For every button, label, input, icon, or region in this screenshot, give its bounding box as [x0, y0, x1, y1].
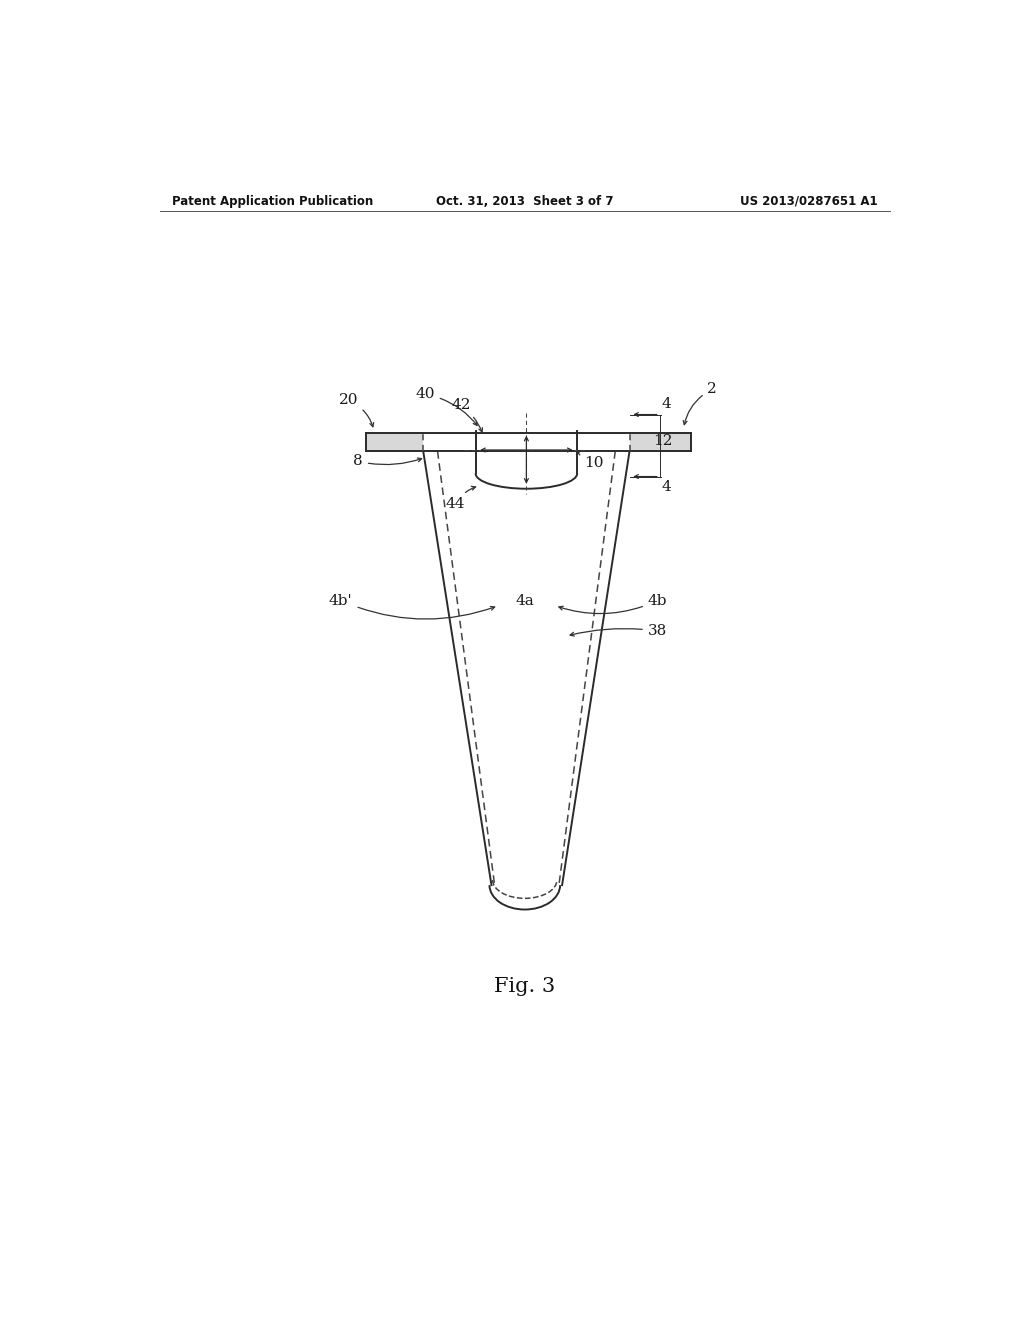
- Text: 4b': 4b': [329, 594, 495, 619]
- Text: Oct. 31, 2013  Sheet 3 of 7: Oct. 31, 2013 Sheet 3 of 7: [436, 195, 613, 209]
- Text: US 2013/0287651 A1: US 2013/0287651 A1: [740, 195, 878, 209]
- Text: 44: 44: [445, 486, 475, 511]
- Text: 4b: 4b: [559, 594, 668, 614]
- Text: 20: 20: [339, 393, 374, 426]
- Text: 8: 8: [353, 454, 422, 469]
- Text: Patent Application Publication: Patent Application Publication: [172, 195, 373, 209]
- Text: Fig. 3: Fig. 3: [495, 977, 555, 997]
- Text: 4: 4: [662, 479, 671, 494]
- Bar: [423, 432, 630, 453]
- Text: 10: 10: [578, 451, 604, 470]
- Text: 4a: 4a: [515, 594, 535, 607]
- Text: 4: 4: [662, 397, 671, 412]
- Text: 12: 12: [653, 434, 673, 447]
- Text: 2: 2: [683, 381, 717, 425]
- Text: 38: 38: [570, 624, 667, 638]
- Bar: [367, 433, 691, 451]
- Text: 40: 40: [416, 387, 477, 425]
- Text: 42: 42: [452, 399, 482, 432]
